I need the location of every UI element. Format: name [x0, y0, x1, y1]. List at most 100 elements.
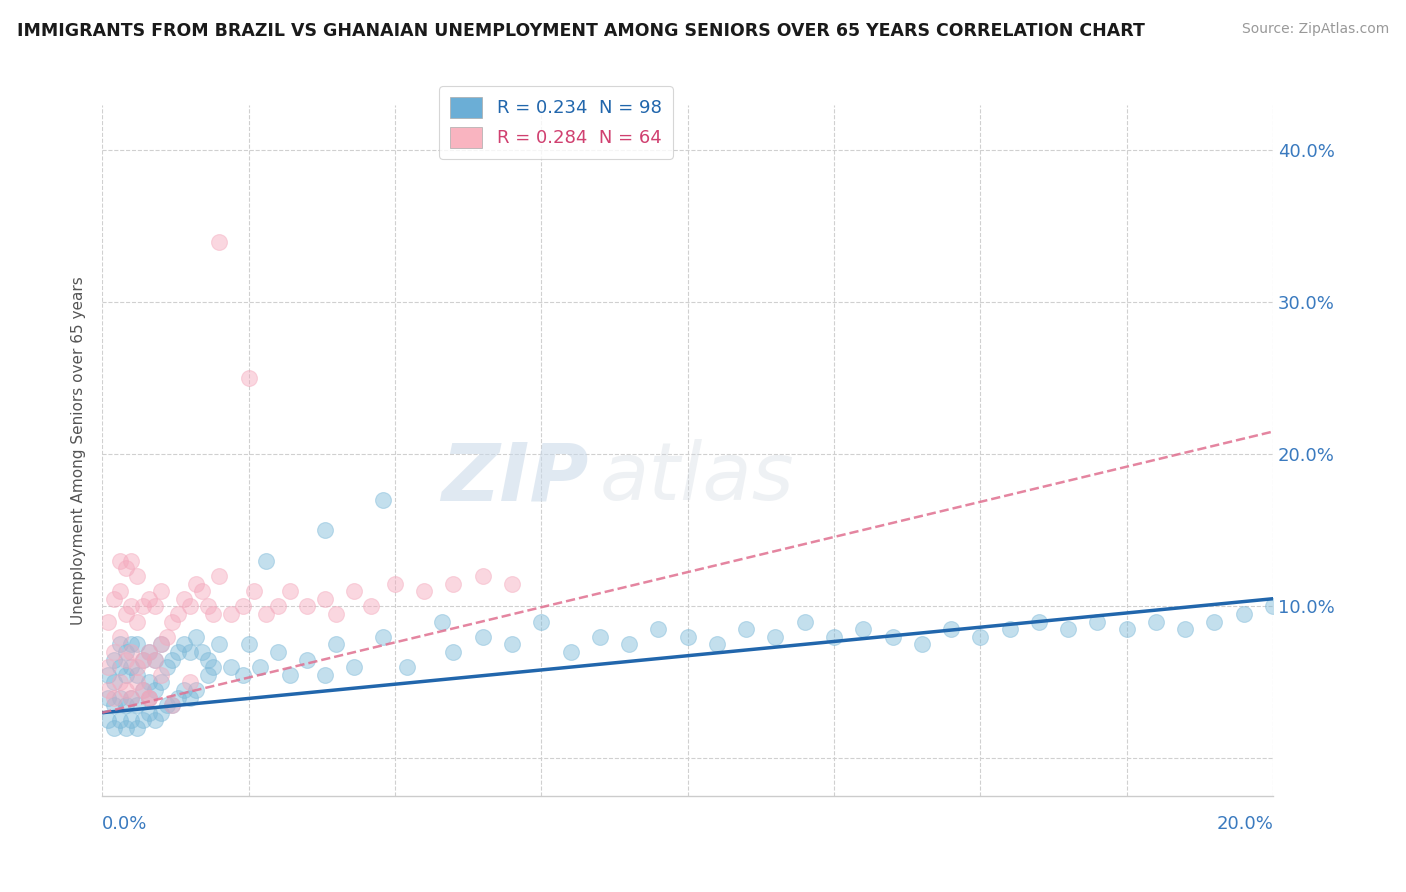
Point [114, 607, 136, 621]
Point [471, 569, 494, 583]
Point [1144, 615, 1167, 629]
Point [184, 682, 207, 697]
Point [373, 492, 395, 507]
Point [969, 630, 991, 644]
Point [155, 630, 177, 644]
Point [911, 637, 934, 651]
Point [501, 576, 523, 591]
Point [121, 690, 143, 705]
Point [208, 637, 231, 651]
Point [97, 682, 120, 697]
Point [314, 524, 336, 538]
Point [765, 630, 787, 644]
Point [219, 660, 242, 674]
Point [173, 682, 195, 697]
Point [706, 637, 728, 651]
Point [167, 690, 190, 705]
Point [143, 682, 166, 697]
Point [735, 622, 758, 636]
Point [254, 554, 277, 568]
Point [384, 576, 406, 591]
Point [127, 675, 149, 690]
Point [149, 637, 172, 651]
Text: ZIP: ZIP [440, 439, 588, 517]
Point [138, 690, 160, 705]
Point [97, 667, 120, 681]
Point [108, 675, 131, 690]
Point [114, 652, 136, 666]
Point [155, 698, 177, 712]
Point [103, 698, 125, 712]
Point [238, 371, 260, 385]
Point [121, 554, 143, 568]
Point [1174, 622, 1197, 636]
Point [97, 615, 120, 629]
Point [1115, 622, 1137, 636]
Point [108, 637, 131, 651]
Point [103, 652, 125, 666]
Point [138, 645, 160, 659]
Point [1233, 607, 1256, 621]
Point [190, 584, 212, 599]
Point [138, 645, 160, 659]
Point [676, 630, 699, 644]
Point [121, 637, 143, 651]
Point [267, 645, 290, 659]
Point [132, 599, 155, 614]
Point [97, 660, 120, 674]
Y-axis label: Unemployment Among Seniors over 65 years: Unemployment Among Seniors over 65 years [72, 277, 86, 625]
Point [267, 599, 290, 614]
Point [530, 615, 553, 629]
Point [395, 660, 418, 674]
Point [173, 637, 195, 651]
Point [197, 652, 219, 666]
Point [155, 660, 177, 674]
Legend: R = 0.234  N = 98, R = 0.284  N = 64: R = 0.234 N = 98, R = 0.284 N = 64 [439, 87, 672, 159]
Point [325, 637, 347, 651]
Point [617, 637, 640, 651]
Point [108, 584, 131, 599]
Point [162, 698, 184, 712]
Point [108, 690, 131, 705]
Point [560, 645, 582, 659]
Point [103, 675, 125, 690]
Point [343, 660, 366, 674]
Point [314, 591, 336, 606]
Point [114, 682, 136, 697]
Point [360, 599, 382, 614]
Point [149, 675, 172, 690]
Point [373, 630, 395, 644]
Point [823, 630, 845, 644]
Point [132, 714, 155, 728]
Point [278, 667, 301, 681]
Point [998, 622, 1021, 636]
Point [114, 645, 136, 659]
Point [103, 721, 125, 735]
Point [149, 706, 172, 720]
Point [143, 599, 166, 614]
Point [127, 660, 149, 674]
Point [238, 637, 260, 651]
Point [127, 667, 149, 681]
Point [184, 576, 207, 591]
Point [793, 615, 815, 629]
Point [295, 599, 318, 614]
Point [103, 690, 125, 705]
Point [127, 637, 149, 651]
Point [149, 637, 172, 651]
Point [343, 584, 366, 599]
Point [162, 652, 184, 666]
Point [127, 721, 149, 735]
Point [138, 690, 160, 705]
Point [162, 615, 184, 629]
Text: 20.0%: 20.0% [1216, 814, 1272, 832]
Point [1261, 599, 1284, 614]
Point [939, 622, 962, 636]
Point [138, 706, 160, 720]
Point [278, 584, 301, 599]
Point [97, 690, 120, 705]
Point [208, 235, 231, 249]
Point [138, 591, 160, 606]
Point [108, 630, 131, 644]
Point [132, 652, 155, 666]
